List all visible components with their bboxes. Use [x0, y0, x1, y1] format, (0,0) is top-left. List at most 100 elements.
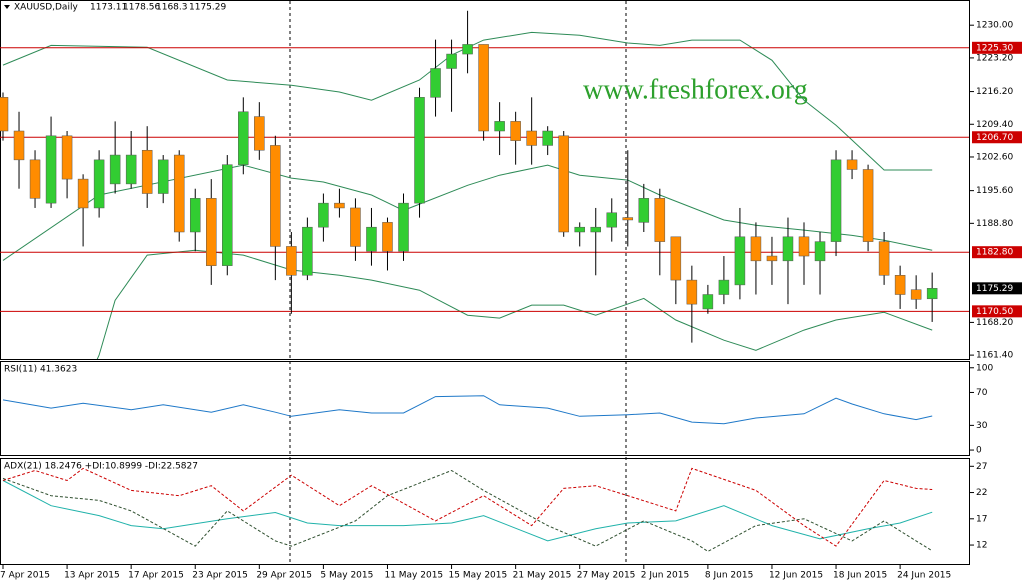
- candle-body: [766, 255, 778, 262]
- candle-body: [894, 275, 906, 295]
- x-tick-label: 11 May 2015: [384, 571, 443, 581]
- indicator-line: [96, 249, 933, 359]
- candle-body: [430, 68, 441, 98]
- candle-body: [77, 178, 89, 209]
- candle-body: [654, 198, 666, 242]
- candle-body: [734, 236, 746, 286]
- level-label: 1182.80: [976, 248, 1013, 258]
- x-tick-label: 8 Jun 2015: [705, 571, 753, 581]
- candle-body: [286, 246, 297, 276]
- y-tick-label: 0: [976, 446, 982, 456]
- y-tick-label: 1188.80: [976, 219, 1013, 229]
- y-tick-label: 1168.20: [976, 318, 1013, 328]
- candle-body: [510, 121, 521, 141]
- indicator-line: [2, 467, 933, 547]
- indicator-line: [2, 31, 933, 171]
- candle-body: [542, 130, 553, 146]
- watermark: www.freshforex.org: [583, 74, 808, 105]
- last-price-label: 1175.29: [976, 284, 1013, 294]
- y-tick-label: 27: [976, 462, 987, 472]
- candle-body: [0, 97, 9, 132]
- candle-body: [350, 207, 361, 247]
- candle-body: [494, 121, 505, 132]
- header-open: 1173.11: [90, 3, 127, 13]
- level-label-box: [972, 305, 1022, 318]
- candle-body: [446, 53, 457, 69]
- x-tick-label: 29 Apr 2015: [256, 571, 312, 581]
- candle-body: [814, 241, 826, 262]
- price-plot: [0, 10, 969, 359]
- header-close: 1175.29: [189, 3, 226, 13]
- candle-body: [222, 164, 233, 266]
- candle-body: [254, 116, 265, 151]
- level-label-box: [972, 131, 1022, 144]
- y-tick-label: 12: [976, 541, 987, 551]
- y-tick-label: 70: [976, 388, 988, 398]
- candle-body: [686, 279, 698, 305]
- candle-body: [318, 202, 329, 228]
- adx-title: ADX(21) 18.2476 +DI:10.8999 -DI:22.5827: [4, 462, 198, 472]
- rsi-title: RSI(11) 41.3623: [4, 365, 77, 375]
- x-tick-label: 21 May 2015: [513, 571, 572, 581]
- candle-body: [173, 154, 185, 233]
- candle-body: [526, 130, 537, 146]
- level-label-box: [972, 41, 1022, 54]
- indicator-plot: [2, 467, 933, 552]
- adx-frame: [0, 458, 970, 565]
- candle-body: [462, 44, 473, 55]
- candle-body: [238, 111, 249, 165]
- y-tick-label: 100: [976, 363, 993, 373]
- y-tick-label: 1209.40: [976, 120, 1013, 130]
- y-tick-label: 1161.40: [976, 351, 1013, 361]
- candle-body: [398, 202, 409, 252]
- symbol-title: XAUUSD,Daily: [14, 3, 78, 13]
- candle-body: [141, 149, 153, 194]
- level-label: 1170.50: [976, 307, 1013, 317]
- y-tick-label: 30: [976, 421, 988, 431]
- candle-body: [878, 241, 890, 276]
- x-tick-label: 18 Jun 2015: [833, 571, 887, 581]
- y-tick-label: 1195.60: [976, 186, 1013, 196]
- header-high: 1178.56: [123, 3, 160, 13]
- candle-body: [29, 159, 41, 199]
- candle-body: [270, 145, 281, 247]
- candle-body: [638, 198, 650, 223]
- candle-body: [798, 236, 810, 257]
- candle-body: [302, 226, 313, 276]
- x-tick-label: 27 May 2015: [577, 571, 636, 581]
- candle-body: [590, 226, 601, 233]
- candle-body: [382, 222, 393, 252]
- y-tick-label: 17: [976, 514, 987, 524]
- candle-body: [93, 159, 105, 209]
- header-low: 1168.3: [156, 3, 188, 13]
- x-tick-label: 5 May 2015: [320, 571, 373, 581]
- candle-body: [558, 135, 569, 233]
- candle-body: [334, 202, 345, 209]
- candle-body: [846, 159, 858, 170]
- indicator-line: [2, 480, 933, 542]
- candle-body: [606, 212, 618, 228]
- indicator-plot: [2, 395, 933, 425]
- y-tick-label: 22: [976, 488, 987, 498]
- candle-body: [414, 97, 425, 204]
- y-tick-label: 1223.20: [976, 53, 1013, 63]
- x-tick-label: 24 Jun 2015: [897, 571, 951, 581]
- menu-arrow: [4, 5, 10, 9]
- indicator-line: [2, 395, 933, 425]
- rsi-frame: [0, 361, 970, 456]
- x-tick-label: 2 Jun 2015: [641, 571, 689, 581]
- candle-body: [61, 135, 73, 180]
- candle-body: [206, 198, 217, 266]
- candle-body: [366, 226, 377, 252]
- candle-body: [718, 279, 730, 295]
- candle-body: [574, 226, 585, 233]
- x-tick-label: 12 Jun 2015: [769, 571, 823, 581]
- candle-body: [702, 294, 714, 310]
- candle-body: [13, 130, 25, 161]
- x-tick-label: 13 Apr 2015: [64, 571, 120, 581]
- candle-body: [782, 236, 794, 262]
- last-price-box: [972, 282, 1022, 295]
- candle-body: [910, 289, 922, 300]
- x-tick-label: 17 Apr 2015: [128, 571, 184, 581]
